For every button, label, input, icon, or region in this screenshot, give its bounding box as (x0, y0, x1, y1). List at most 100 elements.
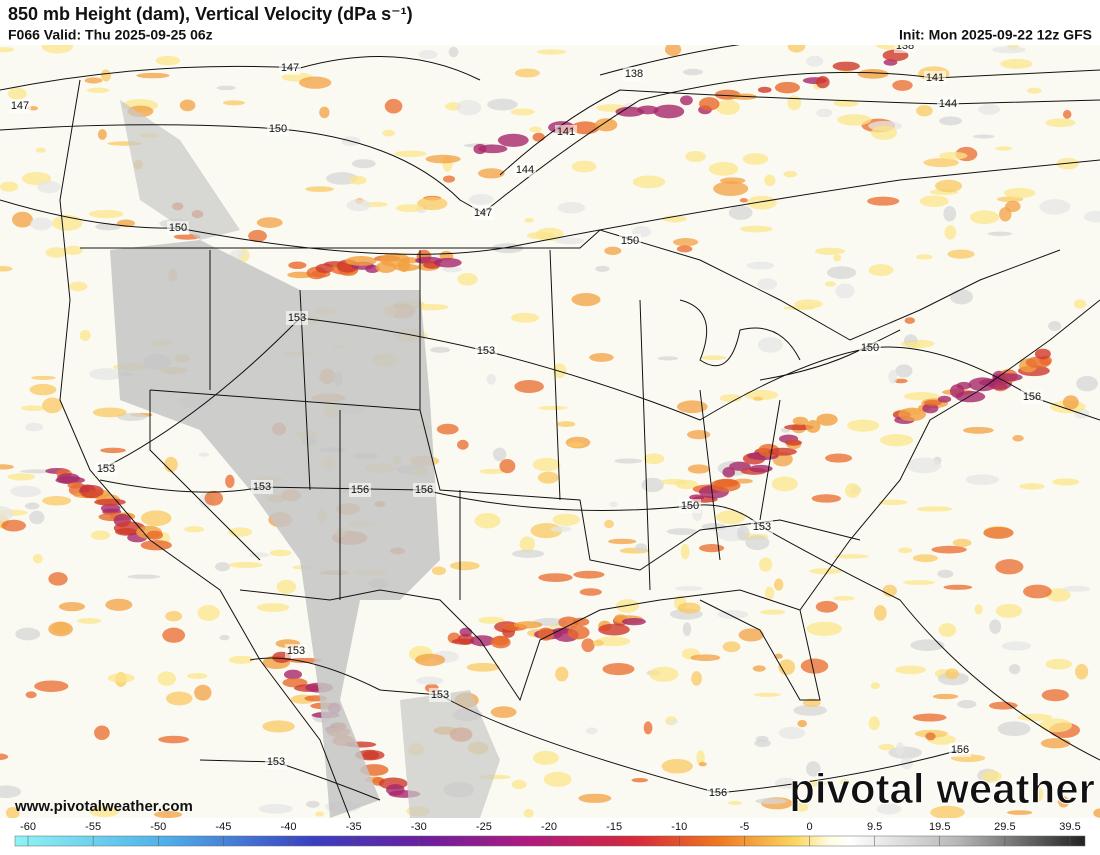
velocity-blob (179, 99, 196, 112)
contour-label-bg (279, 61, 301, 75)
contour-label-bg (623, 67, 645, 81)
velocity-blob (728, 205, 753, 220)
velocity-blob (815, 76, 830, 89)
velocity-blob (571, 293, 601, 307)
velocity-blob (204, 490, 224, 506)
velocity-blob (752, 396, 763, 401)
velocity-blob (487, 98, 518, 111)
colorbar-tick-label: 19.5 (929, 821, 950, 833)
velocity-blob (1038, 780, 1049, 786)
velocity-blob (727, 800, 742, 806)
velocity-blob (89, 806, 119, 818)
colorbar (14, 835, 1086, 847)
velocity-blob (698, 761, 707, 767)
velocity-blob (29, 510, 45, 525)
velocity-blob (873, 605, 887, 621)
velocity-blob (1041, 689, 1069, 702)
colorbar-tick-label: -50 (150, 821, 166, 833)
coastline (59, 79, 351, 818)
velocity-blob (857, 69, 889, 79)
colorbar-tick-label: -45 (215, 821, 231, 833)
velocity-blob (689, 494, 705, 501)
velocity-blob (230, 249, 247, 259)
colorbar-tick-label: 0 (806, 821, 812, 833)
velocity-blob (675, 586, 704, 591)
velocity-blob (1045, 588, 1071, 602)
velocity-blob (816, 108, 833, 118)
velocity-blob (42, 495, 72, 506)
velocity-blob (262, 720, 295, 733)
velocity-blob (778, 659, 796, 676)
contour-label: 138 (896, 40, 914, 52)
velocity-blob (94, 498, 126, 506)
velocity-blob (194, 684, 212, 701)
contour-label: 150 (269, 123, 287, 135)
velocity-blob (690, 654, 721, 662)
contour-label-bg (472, 206, 494, 220)
velocity-blob (987, 231, 1013, 237)
velocity-blob (89, 368, 124, 381)
velocity-blob (283, 669, 303, 680)
velocity-blob (989, 619, 1002, 634)
velocity-blob (643, 453, 665, 465)
contour-label-bg (265, 755, 287, 769)
velocity-blob (696, 750, 705, 766)
velocity-blob (716, 99, 740, 115)
velocity-blob (412, 303, 449, 311)
velocity-blob (871, 125, 898, 140)
velocity-blob (778, 726, 806, 739)
velocity-blob (31, 375, 56, 380)
contour-label: 156 (951, 744, 969, 756)
velocity-blob (459, 627, 473, 637)
velocity-blob (796, 780, 827, 787)
velocity-blob (729, 461, 751, 471)
velocity-blob (834, 554, 869, 559)
velocity-blob (573, 570, 605, 579)
colorbar-ticks: -60 -55 -50 -45 -40 -35 -30 -25 -20 -15 -10 -5 0 9.5 1… (20, 821, 1081, 846)
velocity-blob (992, 46, 1026, 54)
velocity-blob (1006, 810, 1033, 815)
contour-label: 147 (281, 62, 299, 74)
velocity-blob (661, 758, 693, 774)
velocity-blob (742, 153, 769, 165)
velocity-blob (757, 337, 784, 353)
velocity-blob (878, 743, 895, 751)
contour-label: 147 (474, 207, 492, 219)
contour-label-bg (924, 71, 946, 85)
colorbar-tick-label: -25 (476, 821, 492, 833)
velocity-blob (42, 397, 63, 414)
velocity-blob (219, 634, 230, 641)
velocity-blob (800, 658, 829, 674)
velocity-blob (0, 785, 22, 798)
velocity-blob (486, 373, 496, 385)
velocity-blob (988, 701, 1018, 710)
velocity-blob (595, 636, 631, 647)
velocity-blob (12, 211, 33, 228)
velocity-blob (56, 473, 80, 484)
velocity-blob (10, 485, 42, 498)
velocity-blob (510, 108, 535, 116)
velocity-blob (510, 312, 540, 323)
velocity-blob (737, 525, 750, 541)
velocity-blob (825, 453, 853, 463)
velocity-blob (938, 151, 968, 160)
velocity-blob (943, 584, 973, 590)
velocity-blob (895, 742, 905, 756)
velocity-blob (474, 512, 501, 529)
velocity-blob (687, 464, 710, 474)
velocity-blob (739, 198, 748, 203)
velocity-blob (442, 175, 456, 183)
velocity-blob (746, 261, 775, 270)
velocity-blob (1039, 718, 1073, 733)
velocity-blob (748, 464, 773, 473)
velocity-blob (744, 389, 779, 401)
velocity-blob (895, 665, 926, 675)
velocity-blob (598, 623, 630, 636)
velocity-blob (450, 561, 480, 571)
velocity-blob (97, 129, 107, 140)
velocity-blob (833, 596, 855, 601)
velocity-blob (609, 501, 618, 508)
velocity-blob (529, 126, 542, 133)
lakes (679, 299, 901, 381)
contour-label: 156 (415, 484, 433, 496)
